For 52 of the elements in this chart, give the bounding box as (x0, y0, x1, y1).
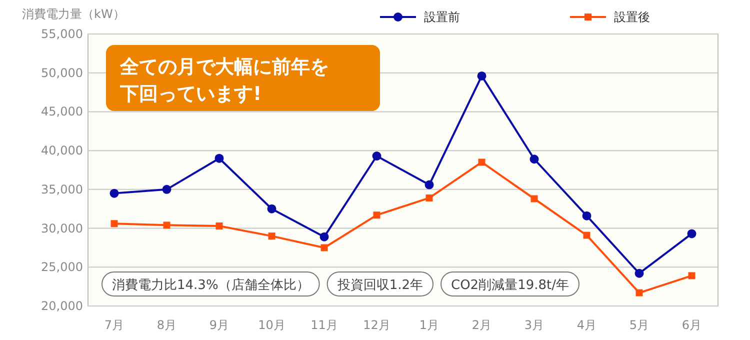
x-tick-label: 6月 (682, 318, 702, 332)
point (583, 232, 590, 239)
point (530, 154, 539, 164)
legend-label: 設置前 (424, 10, 460, 24)
point (582, 211, 592, 220)
point (268, 232, 276, 240)
point (426, 194, 433, 202)
point (530, 195, 538, 202)
x-tick-label: 4月 (576, 318, 597, 332)
annotation: 消費電力比14.3%（店舗全体比） (112, 277, 310, 293)
x-tick-label: 3月 (524, 318, 544, 332)
x-tick-label: 5月 (629, 318, 650, 332)
point (320, 232, 329, 242)
point (634, 268, 644, 278)
annotation: 下回っています! (119, 83, 262, 105)
point (320, 244, 328, 252)
x-tick-label: 12月 (363, 318, 390, 332)
y-tick-label: 40,000 (41, 144, 83, 158)
point (478, 158, 486, 166)
y-tick-label: 55,000 (41, 27, 83, 41)
y-tick-label: 30,000 (41, 221, 83, 236)
point (216, 222, 223, 230)
x-tick-label: 9月 (209, 318, 230, 332)
y-tick-label: 50,000 (41, 66, 83, 80)
x-tick-label: 7月 (104, 318, 124, 332)
y-tick-label: 45,000 (41, 104, 83, 119)
annotation: CO2削減量19.8t/年 (451, 278, 570, 293)
point (163, 222, 170, 229)
point (373, 212, 380, 219)
y-tick-label: 20,000 (41, 299, 83, 313)
point (477, 71, 486, 80)
x-tick-label: 1月 (419, 318, 440, 332)
point (636, 289, 643, 296)
annotation: 全ての月で大幅に前年を (119, 56, 329, 78)
y-tick-label: 35,000 (41, 182, 83, 196)
x-tick-label: 2月 (472, 318, 492, 332)
point (424, 180, 434, 190)
y-tick-label: 25,000 (41, 260, 83, 274)
point (162, 184, 172, 194)
x-tick-label: 11月 (310, 318, 338, 332)
point (267, 204, 276, 214)
x-tick-label: 10月 (258, 318, 286, 332)
point (110, 220, 118, 228)
point (110, 188, 119, 198)
point (687, 229, 696, 238)
point (688, 272, 696, 280)
y-axis-title: 消費電力量（kW） (22, 7, 125, 21)
annotation: 投資回収1.2年 (336, 278, 423, 293)
point (372, 152, 382, 161)
point (214, 154, 224, 163)
x-tick-label: 8月 (156, 318, 177, 332)
legend-label: 設置後 (614, 10, 650, 24)
